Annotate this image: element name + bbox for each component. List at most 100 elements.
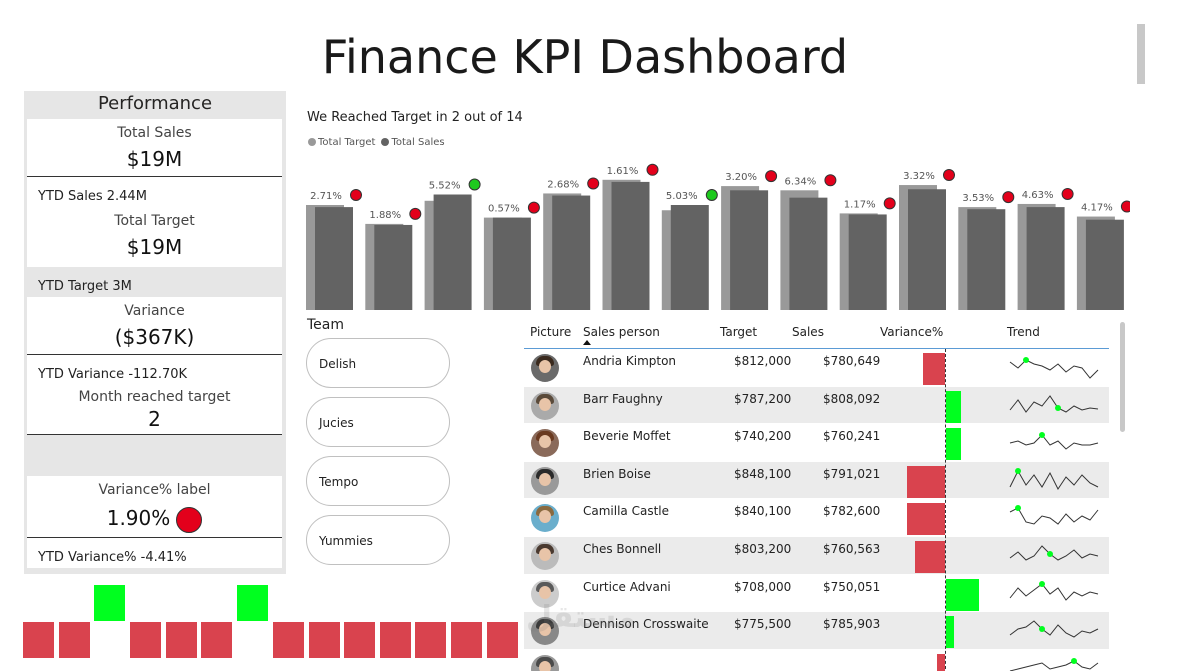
header-divider <box>524 348 1109 349</box>
month-square-missed <box>309 622 340 658</box>
status-red-circle-icon <box>1120 200 1130 213</box>
header-picture[interactable]: Picture <box>530 325 572 339</box>
cell-sales: $791,021 <box>823 466 881 481</box>
status-red-circle-icon <box>1061 187 1074 200</box>
total-sales-value: $19M <box>126 147 183 171</box>
bar-total-sales[interactable] <box>967 209 1006 310</box>
status-red-circle-icon <box>883 197 896 210</box>
table-row[interactable]: Barr Faughny $787,200 $808,092 <box>524 386 1109 425</box>
cell-target: $708,000 <box>734 579 792 594</box>
bar-total-sales[interactable] <box>611 181 650 310</box>
legend-item-total-sales: Total Sales <box>381 137 445 148</box>
total-target-card: Total Target $19M <box>27 207 282 267</box>
variance-bar-negative <box>907 465 945 498</box>
target-vs-sales-bar-chart[interactable]: 2.71% 1.88% 5.52% 0.57% 2.68% 1.61% 5.03% 3.20%… <box>300 160 1130 312</box>
bar-data-label: 4.17% <box>1081 203 1113 214</box>
bar-total-sales[interactable] <box>670 205 709 310</box>
status-green-circle-icon <box>468 178 481 191</box>
avatar <box>531 466 559 495</box>
bar-total-sales[interactable] <box>789 197 828 310</box>
variance-bar-negative <box>923 353 945 385</box>
header-sales[interactable]: Sales <box>792 325 824 339</box>
cell-sales: $760,563 <box>823 542 881 556</box>
trend-max-point <box>1015 505 1021 512</box>
bar-total-sales[interactable] <box>1085 219 1124 310</box>
table-row[interactable]: Brien Boise $848,100 $791,021 <box>524 461 1109 500</box>
cell-sales: $782,600 <box>823 504 881 519</box>
page-scrollbar[interactable] <box>1137 24 1145 84</box>
bar-total-sales[interactable] <box>730 190 769 310</box>
bar-data-label: 2.68% <box>547 179 579 190</box>
variance-bar-positive <box>946 390 961 423</box>
bar-total-sales[interactable] <box>315 207 353 310</box>
header-target[interactable]: Target <box>720 325 758 339</box>
table-row[interactable]: Ches Bonnell $803,200 $760,563 <box>524 537 1109 575</box>
cell-sales-person: Brien Boise <box>583 466 651 481</box>
cell-target: $848,100 <box>734 466 792 481</box>
month-reached-card: Month reached target 2 <box>27 385 282 435</box>
bar-total-sales[interactable] <box>492 217 531 310</box>
month-square-reached <box>237 585 268 621</box>
chart-legend: Total Target Total Sales <box>308 137 445 148</box>
table-row[interactable]: Dennison Crosswaite $775,500 $785,903 <box>524 612 1109 650</box>
trend-sparkline <box>1009 432 1099 450</box>
bar-total-sales[interactable] <box>908 189 946 310</box>
header-trend[interactable]: Trend <box>1007 325 1040 339</box>
trend-max-point <box>1055 404 1061 411</box>
header-sales-person[interactable]: Sales person <box>583 325 660 339</box>
bar-data-label: 1.17% <box>844 199 876 210</box>
table-row[interactable]: Andria Kimpton $812,000 $780,649 <box>524 349 1109 387</box>
table-scrollbar[interactable] <box>1120 322 1125 432</box>
sort-ascending-icon <box>583 340 591 345</box>
variance-value: ($367K) <box>114 325 195 349</box>
trend-max-point <box>1039 580 1045 587</box>
sales-person-table: Picture Sales person Target Sales Varian… <box>524 320 1109 671</box>
bar-data-label: 3.32% <box>903 171 935 182</box>
header-variance[interactable]: Variance% <box>880 325 944 339</box>
bar-total-sales[interactable] <box>374 224 413 310</box>
month-square-missed <box>59 622 90 658</box>
bar-data-label: 1.61% <box>607 166 639 177</box>
bar-total-sales[interactable] <box>1026 207 1065 310</box>
bar-data-label: 1.88% <box>369 210 401 221</box>
trend-max-point <box>1071 657 1077 664</box>
variance-pct-label: Variance% label <box>98 482 211 498</box>
bar-data-label: 3.53% <box>962 193 994 204</box>
ytd-variance: YTD Variance -112.70K <box>27 355 282 385</box>
status-red-circle-icon <box>587 177 600 190</box>
bar-total-sales[interactable] <box>433 194 472 311</box>
month-square-missed <box>415 622 446 658</box>
cell-sales-person: Beverie Moffet <box>583 429 671 444</box>
ytd-target: YTD Target 3M <box>38 279 132 294</box>
variance-bar-negative <box>906 503 945 536</box>
trend-sparkline <box>1009 657 1099 671</box>
cell-sales: $760,241 <box>823 429 881 444</box>
trend-sparkline <box>1009 394 1099 413</box>
table-row[interactable]: Camilla Castle $840,100 $782,600 <box>524 499 1109 537</box>
table-row[interactable] <box>524 650 1109 671</box>
month-square-missed <box>487 622 518 658</box>
bar-data-label: 3.20% <box>725 172 757 183</box>
team-option-jucies[interactable]: Jucies <box>306 397 450 447</box>
team-option-yummies[interactable]: Yummies <box>306 515 450 565</box>
trend-sparkline <box>1009 620 1099 638</box>
month-square-missed <box>166 622 197 658</box>
variance-bar-positive <box>946 428 962 461</box>
bar-total-sales[interactable] <box>848 214 887 310</box>
variance-bar-positive <box>946 578 980 611</box>
cell-sales-person: Ches Bonnell <box>583 542 662 556</box>
table-row[interactable]: Curtice Advani $708,000 $750,051 <box>524 575 1109 613</box>
avatar <box>531 542 559 570</box>
avatar <box>531 617 559 646</box>
team-option-tempo[interactable]: Tempo <box>306 456 450 506</box>
red-status-circle-icon <box>176 506 203 533</box>
bar-data-label: 2.71% <box>310 191 342 202</box>
table-row[interactable]: Beverie Moffet $740,200 $760,241 <box>524 424 1109 462</box>
month-square-reached <box>94 585 125 621</box>
team-option-delish[interactable]: Delish <box>306 338 450 388</box>
cell-target: $812,000 <box>734 354 792 368</box>
bar-total-sales[interactable] <box>552 195 591 310</box>
month-square-missed <box>201 622 232 658</box>
cell-target: $740,200 <box>734 429 792 444</box>
performance-header: Performance <box>97 93 213 114</box>
